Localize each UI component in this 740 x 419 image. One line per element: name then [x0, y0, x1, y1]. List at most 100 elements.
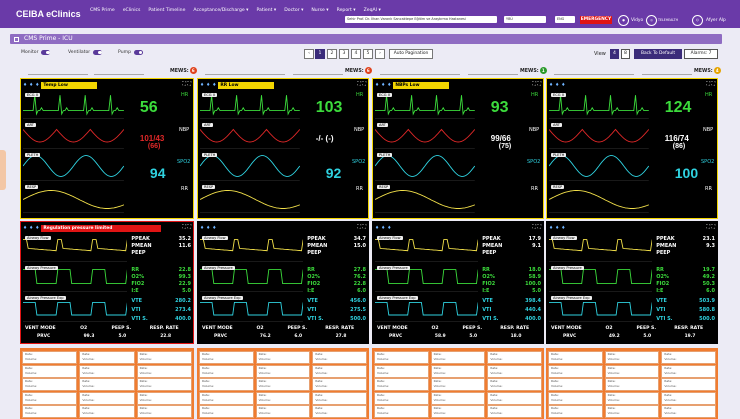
pump-card[interactable]: Rate: Volume: — [312, 378, 367, 391]
user-name[interactable]: Afyer Alp — [706, 18, 726, 23]
pump-card[interactable]: Rate: Volume: — [604, 378, 660, 391]
view-4-button[interactable]: 4 — [610, 49, 619, 59]
pump-card[interactable]: Rate: Volume: — [374, 378, 429, 391]
bell-icon[interactable]: ♦ — [375, 82, 380, 88]
next-page-button[interactable]: › — [375, 49, 385, 59]
pump-card[interactable]: Rate: Volume: — [604, 351, 660, 364]
pump-card[interactable]: Rate: Volume: — [199, 364, 254, 378]
monitor-panel[interactable]: ♦ ♦ ♦ ⛶ ⛶ ECG II ART PLETH RESP HR 124 NBP 116/74 (8… — [546, 78, 718, 219]
bell-icon[interactable]: ♦ — [23, 225, 28, 231]
pause-icon[interactable]: ♦ — [35, 225, 40, 231]
emergency-button[interactable]: EMERGENCY — [580, 16, 612, 24]
pump-card[interactable]: Rate: Volume: — [22, 351, 78, 364]
pump-card[interactable]: Rate: Volume: — [312, 364, 367, 378]
ventilator-switch[interactable] — [93, 50, 103, 55]
pump-card[interactable]: Rate: Volume: — [79, 351, 135, 364]
alarms-button[interactable]: Alarms: 7 — [684, 49, 718, 59]
pump-card[interactable]: Rate: Volume: — [487, 391, 542, 405]
nav-item-patient-timeline[interactable]: Patient Timeline — [148, 7, 186, 13]
pump-card[interactable]: Rate: Volume: — [661, 405, 716, 418]
ventilator-panel[interactable]: ♦ ♦ ♦ ⛶ ⛶ Airway Flow Airway Pressure Airway P… — [197, 221, 369, 344]
bell-icon[interactable]: ♦ — [23, 82, 28, 88]
pump-card[interactable]: Rate: Volume: — [255, 405, 311, 418]
bell-icon[interactable]: ♦ — [200, 225, 205, 231]
pump-card[interactable]: Rate: Volume: — [255, 391, 311, 405]
bell-icon[interactable]: ♦ — [549, 82, 554, 88]
pump-card[interactable]: Rate: Volume: — [374, 391, 429, 405]
sound-icon[interactable]: ♦ — [555, 82, 560, 88]
sound-icon[interactable]: ♦ — [29, 225, 34, 231]
fullscreen-icon[interactable]: ⛶ — [187, 224, 191, 230]
bell-icon[interactable]: ♦ — [549, 225, 554, 231]
pump-card[interactable]: Rate: Volume: — [79, 364, 135, 378]
pump-card[interactable]: Rate: Volume: — [487, 405, 542, 418]
expand-icon[interactable]: ⛶ — [182, 81, 188, 87]
ventilator-toggle[interactable]: Ventilator — [68, 50, 103, 55]
pump-card[interactable]: Rate: Volume: — [312, 391, 367, 405]
bed-select[interactable] — [28, 67, 88, 75]
fullscreen-icon[interactable]: ⛶ — [362, 81, 366, 87]
nav-item-doctor[interactable]: Doctor ▾ — [284, 7, 304, 13]
expand-icon[interactable]: ⛶ — [182, 224, 188, 230]
pump-card[interactable]: Rate: Volume: — [22, 378, 78, 391]
pause-icon[interactable]: ♦ — [561, 82, 566, 88]
unit-select[interactable]: YBÜ — [504, 16, 546, 23]
expand-icon[interactable]: ⛶ — [357, 81, 363, 87]
page-button-2[interactable]: 2 — [327, 49, 337, 59]
pump-card[interactable]: Rate: Volume: — [199, 405, 254, 418]
nav-item-report[interactable]: Report ▾ — [336, 7, 356, 13]
pump-card[interactable]: Rate: Volume: — [374, 364, 429, 378]
pump-toggle[interactable]: Pump — [118, 50, 143, 55]
bed-select[interactable] — [554, 67, 634, 75]
bell-icon[interactable]: ♦ — [200, 82, 205, 88]
pump-card[interactable]: Rate: Volume: — [661, 378, 716, 391]
pump-card[interactable]: Rate: Volume: — [604, 405, 660, 418]
pump-card[interactable]: Rate: Volume: — [548, 391, 603, 405]
sound-icon[interactable]: ♦ — [206, 225, 211, 231]
page-button-1[interactable]: 1 — [315, 49, 325, 59]
bed-select[interactable] — [380, 67, 460, 75]
sound-icon[interactable]: ♦ — [381, 82, 386, 88]
pump-card[interactable]: Rate: Volume: — [548, 351, 603, 364]
nav-item-nurse[interactable]: Nurse ▾ — [311, 7, 329, 13]
pump-card[interactable]: Rate: Volume: — [430, 378, 486, 391]
sound-icon[interactable]: ♦ — [381, 225, 386, 231]
pump-card[interactable]: Rate: Volume: — [22, 405, 78, 418]
nav-item-eclinics[interactable]: eClinics — [122, 7, 141, 13]
pump-card[interactable]: Rate: Volume: — [548, 364, 603, 378]
pump-card[interactable]: Rate: Volume: — [661, 391, 716, 405]
pump-switch[interactable] — [134, 50, 143, 55]
expand-icon[interactable]: ⛶ — [706, 81, 712, 87]
pump-card[interactable]: Rate: Volume: — [136, 351, 192, 364]
hospital-select[interactable]: Sehir Prof. Dr. İlhan Varank Sancaktepe … — [345, 16, 497, 23]
pump-card[interactable]: Rate: Volume: — [548, 378, 603, 391]
pump-card[interactable]: Rate: Volume: — [374, 351, 429, 364]
pump-card[interactable]: Rate: Volume: — [548, 405, 603, 418]
pump-card[interactable]: Rate: Volume: — [199, 351, 254, 364]
pump-card[interactable]: Rate: Volume: — [374, 405, 429, 418]
pump-card[interactable]: Rate: Volume: — [661, 351, 716, 364]
view-8-button[interactable]: 8 — [621, 49, 630, 59]
pump-card[interactable]: Rate: Volume: — [255, 378, 311, 391]
pump-card[interactable]: Rate: Volume: — [255, 364, 311, 378]
pump-card[interactable]: Rate: Volume: — [430, 405, 486, 418]
pump-card[interactable]: Rate: Volume: — [136, 405, 192, 418]
nav-item-acceptance[interactable]: Acceptance/Discharge ▾ — [193, 7, 249, 13]
sound-icon[interactable]: ♦ — [206, 82, 211, 88]
bell-icon[interactable]: ♦ — [375, 225, 380, 231]
pump-card[interactable]: Rate: Volume: — [136, 378, 192, 391]
side-collapse-handle[interactable] — [0, 150, 6, 190]
expand-icon[interactable]: ⛶ — [357, 224, 363, 230]
fullscreen-icon[interactable]: ⛶ — [187, 81, 191, 87]
pump-card[interactable]: Rate: Volume: — [487, 351, 542, 364]
pump-card[interactable]: Rate: Volume: — [199, 378, 254, 391]
pump-card[interactable]: Rate: Volume: — [430, 364, 486, 378]
pause-icon[interactable]: ♦ — [212, 225, 217, 231]
expand-icon[interactable]: ⛶ — [532, 224, 538, 230]
back-to-default-button[interactable]: Back To Default — [634, 49, 682, 59]
fullscreen-icon[interactable]: ⛶ — [711, 224, 715, 230]
expand-icon[interactable]: ⛶ — [706, 224, 712, 230]
pause-icon[interactable]: ♦ — [212, 82, 217, 88]
pump-card[interactable]: Rate: Volume: — [604, 364, 660, 378]
fullscreen-icon[interactable]: ⛶ — [362, 224, 366, 230]
